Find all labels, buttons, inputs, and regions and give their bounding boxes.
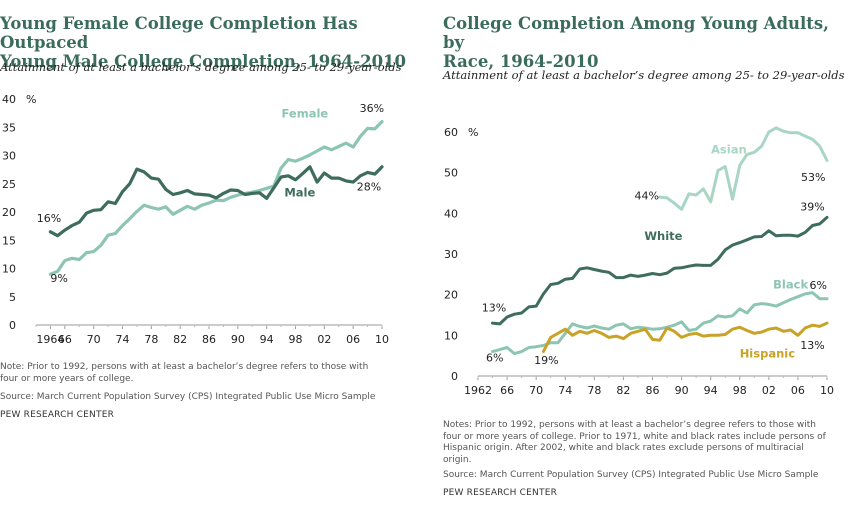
series-line-male xyxy=(48,165,384,238)
x-tick-label: 74 xyxy=(116,333,130,346)
race-line-chart: 0 10 20 30 40 50 60 % 1962 66 70 74 78 82 86 90 94 98 02 06… xyxy=(444,126,834,397)
y-tick-label: 10 xyxy=(2,263,16,276)
x-tick-label: 78 xyxy=(587,384,601,397)
x-tick-label: 82 xyxy=(173,333,187,346)
left-credit: PEW RESEARCH CENTER xyxy=(0,410,115,420)
data-label-asian: 44% xyxy=(634,190,658,203)
series-name-hispanic: Hispanic xyxy=(740,346,796,360)
data-label-female: 9% xyxy=(50,272,67,285)
y-tick-label: 30 xyxy=(2,150,16,163)
x-tick-label: 86 xyxy=(646,384,660,397)
x-tick-label: 98 xyxy=(733,384,747,397)
series-line-hispanic xyxy=(541,321,829,354)
series-name-asian: Asian xyxy=(711,143,747,157)
left-chart-title: Young Female College Completion Has Outp… xyxy=(0,14,420,71)
y-tick-label: 0 xyxy=(9,319,16,332)
series-line-asian xyxy=(658,126,829,211)
x-tick-label: 78 xyxy=(144,333,158,346)
data-label-female: 36% xyxy=(360,102,384,115)
y-tick-label: 20 xyxy=(2,206,16,219)
series-line-female xyxy=(48,119,384,276)
right-note: Notes: Prior to 1992, persons with at le… xyxy=(443,420,826,466)
series-name-female: Female xyxy=(282,107,329,121)
x-tick-label: 10 xyxy=(820,384,834,397)
left-note-line1: Note: Prior to 1992, persons with at lea… xyxy=(0,362,369,372)
x-tick-label: 02 xyxy=(317,333,331,346)
series-name-male: Male xyxy=(284,186,315,200)
left-title-line1: Young Female College Completion Has Outp… xyxy=(0,14,358,52)
y-tick-label: 0 xyxy=(451,370,458,383)
x-tick-label: 66 xyxy=(58,333,72,346)
series-line-white xyxy=(491,215,829,326)
data-label-hispanic: 13% xyxy=(800,339,824,352)
left-source: Source: March Current Population Survey … xyxy=(0,392,376,402)
right-note-line4: origin. xyxy=(443,454,472,465)
y-tick-label: 40 xyxy=(2,93,16,106)
x-tick-label: 86 xyxy=(202,333,216,346)
series-name-black: Black xyxy=(773,278,808,292)
x-tick-label: 02 xyxy=(762,384,776,397)
right-title-line2: Race, 1964-2010 xyxy=(443,52,599,71)
data-label-hispanic: 6% xyxy=(810,279,827,292)
x-tick-label: 06 xyxy=(791,384,805,397)
left-chart-panel: Young Female College Completion Has Outp… xyxy=(0,0,420,511)
left-chart-subtitle: Attainment of at least a bachelor’s degr… xyxy=(0,60,402,74)
data-label-black: 6% xyxy=(486,351,503,364)
x-tick-label: 90 xyxy=(675,384,689,397)
x-tick-label: 90 xyxy=(231,333,245,346)
data-label-male: 16% xyxy=(37,212,61,225)
right-chart-panel: College Completion Among Young Adults, b… xyxy=(440,0,852,511)
right-note-line1: Notes: Prior to 1992, persons with at le… xyxy=(443,420,816,430)
x-tick-label: 94 xyxy=(704,384,718,397)
data-label-asian: 53% xyxy=(801,171,825,184)
x-tick-label: 98 xyxy=(289,333,303,346)
left-title-line2: Young Male College Completion, 1964-2010 xyxy=(0,52,407,71)
x-tick-label: 82 xyxy=(616,384,630,397)
series-line-black xyxy=(491,291,829,356)
x-tick-label: 70 xyxy=(87,333,101,346)
right-chart-subtitle: Attainment of at least a bachelor’s degr… xyxy=(443,68,845,82)
y-tick-label: 40 xyxy=(444,207,458,220)
right-title-line1: College Completion Among Young Adults, b… xyxy=(443,14,829,52)
x-tick-label: 06 xyxy=(346,333,360,346)
data-label-white: 39% xyxy=(800,200,824,213)
y-unit-label: % xyxy=(26,93,36,106)
y-tick-label: 60 xyxy=(444,126,458,139)
y-tick-label: 30 xyxy=(444,248,458,261)
x-tick-label: 1964 xyxy=(36,333,64,346)
right-note-line3: Hispanic origin. After 2002, white and b… xyxy=(443,443,804,453)
left-note-line2: four or more years of college. xyxy=(0,373,134,384)
data-label-male: 28% xyxy=(357,181,381,194)
x-tick-label: 1962 xyxy=(464,384,492,397)
x-tick-label: 66 xyxy=(500,384,514,397)
right-credit: PEW RESEARCH CENTER xyxy=(443,488,558,498)
data-label-white: 13% xyxy=(482,302,506,315)
y-tick-label: 10 xyxy=(444,329,458,342)
x-tick-label: 10 xyxy=(375,333,389,346)
y-tick-label: 15 xyxy=(2,234,16,247)
y-tick-label: 50 xyxy=(444,167,458,180)
y-unit-label: % xyxy=(468,126,478,139)
y-tick-label: 25 xyxy=(2,178,16,191)
data-label-black: 19% xyxy=(534,354,558,367)
x-tick-label: 74 xyxy=(558,384,572,397)
series-name-white: White xyxy=(644,229,682,243)
left-note: Note: Prior to 1992, persons with at lea… xyxy=(0,362,368,385)
right-note-line2: four or more years of college. Prior to … xyxy=(443,431,826,442)
y-tick-label: 5 xyxy=(9,291,16,304)
right-chart-title: College Completion Among Young Adults, b… xyxy=(443,14,852,71)
y-tick-label: 20 xyxy=(444,289,458,302)
right-source: Source: March Current Population Survey … xyxy=(443,470,819,480)
y-tick-label: 35 xyxy=(2,121,16,134)
x-tick-label: 94 xyxy=(260,333,274,346)
x-tick-label: 70 xyxy=(529,384,543,397)
